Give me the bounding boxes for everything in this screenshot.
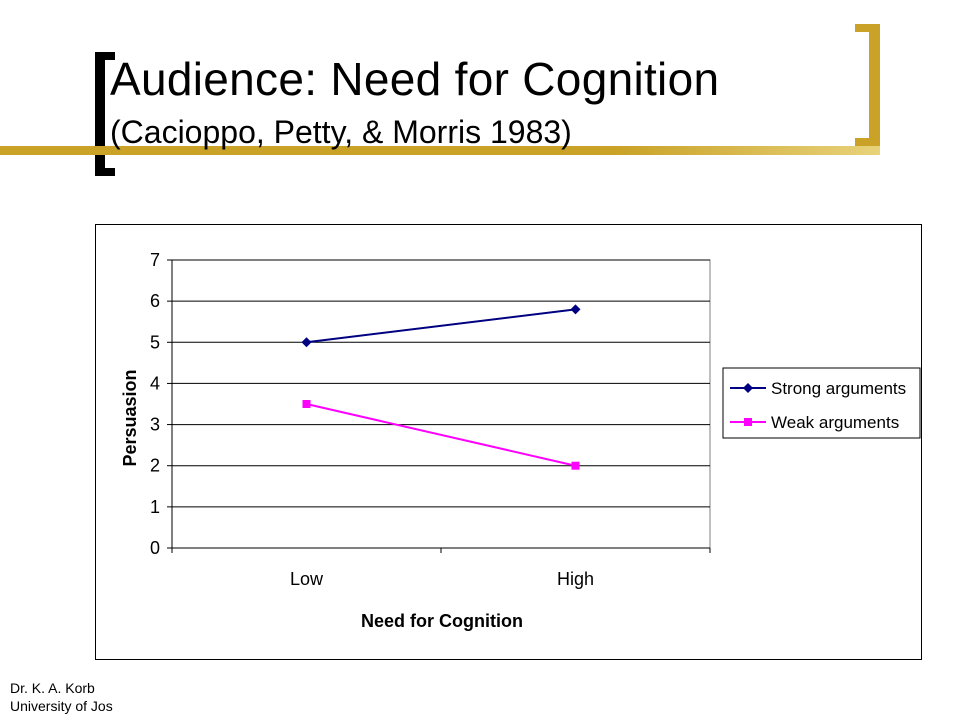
data-point-0-0 [301,337,312,348]
plot-area-border [171,259,711,549]
chart-container: 0 1 2 3 4 5 6 7 Low High Persuasion Need for Cogn… [95,224,922,660]
series-line-1 [306,403,576,467]
footer-institution: University of Jos [10,698,113,714]
slide-title: Audience: Need for Cognition [110,53,720,105]
legend-label-strong: Strong arguments [771,379,906,398]
x-axis-title: Need for Cognition [361,611,523,631]
y-axis-title: Persuasion [120,369,140,466]
legend-marker-diamond-icon [743,383,753,393]
right-bracket-bottom [855,138,880,146]
x-tick-label-1: High [557,569,594,589]
y-tick-label-7: 7 [150,250,160,270]
accent-horizontal-bar [0,146,880,155]
top-left-bracket-top [95,52,115,60]
x-tick-label-0: Low [290,569,324,589]
y-tick-label-1: 1 [150,497,160,517]
right-bracket-top [855,24,880,32]
legend: Strong arguments Weak arguments [722,367,921,439]
y-tick-label-5: 5 [150,332,160,352]
data-point-0-1 [570,304,581,315]
top-left-bracket-bottom [95,168,115,176]
line-chart: 0 1 2 3 4 5 6 7 Low High Persuasion Need for Cogn… [120,250,921,631]
slide-subtitle: (Cacioppo, Petty, & Morris 1983) [110,114,572,150]
y-tick-label-6: 6 [150,291,160,311]
y-tick-label-4: 4 [150,373,160,393]
series-line-0 [306,308,576,344]
legend-marker-square-icon [744,418,752,426]
legend-box [722,367,921,439]
y-tick-label-2: 2 [150,456,160,476]
legend-label-weak: Weak arguments [771,413,899,432]
y-tick-label-0: 0 [150,538,160,558]
footer-author: Dr. K. A. Korb [10,680,95,696]
y-tick-label-3: 3 [150,415,160,435]
right-bracket-vertical [869,24,880,146]
data-point-1-1 [571,461,580,470]
top-left-horizontal-bar [95,52,105,176]
data-point-1-0 [302,400,311,408]
footer: Dr. K. A. Korb University of Jos [10,679,113,715]
